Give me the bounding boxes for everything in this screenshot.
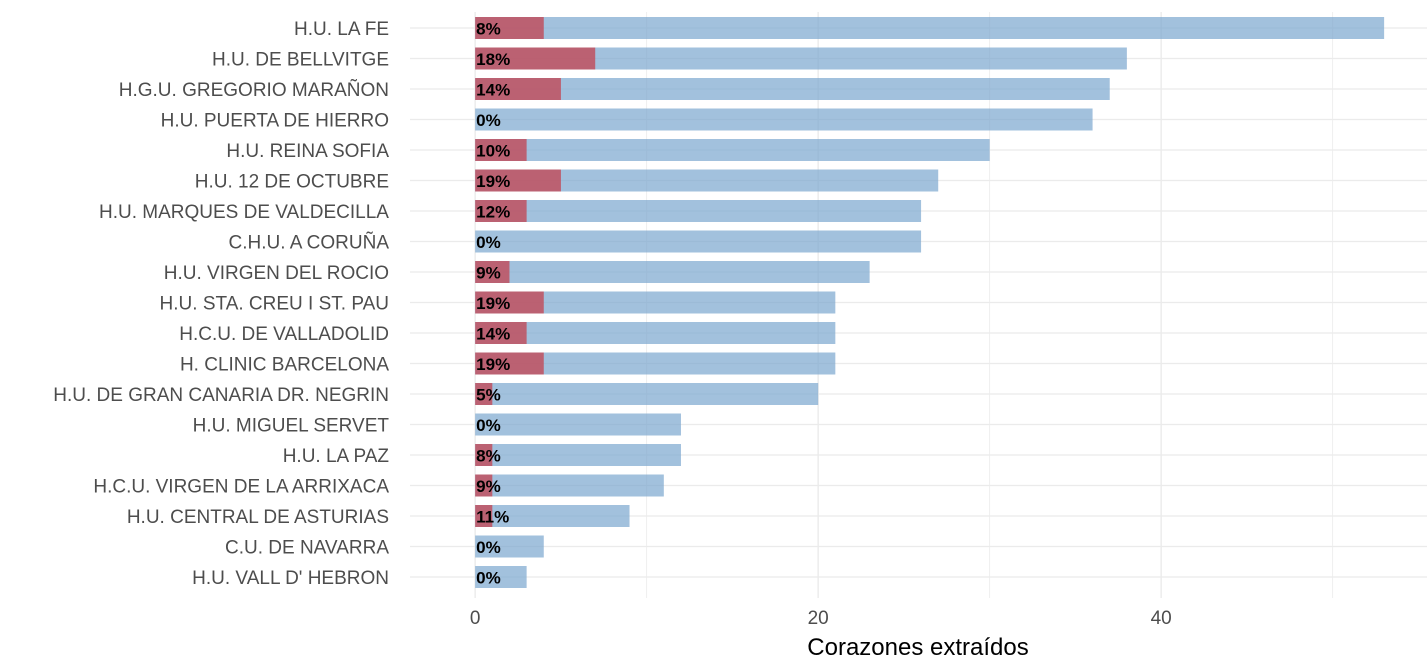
percent-label: 9%: [476, 264, 501, 283]
category-label: H.C.U. DE VALLADOLID: [179, 324, 389, 345]
category-label: H.U. MIGUEL SERVET: [193, 416, 390, 437]
x-axis-ticks: 0 20 40: [470, 608, 1172, 629]
bar-extracted: [475, 474, 493, 497]
bar-total: [475, 413, 681, 436]
category-label: C.H.U. A CORUÑA: [229, 232, 390, 254]
bar-total: [475, 535, 544, 558]
category-label: H.C.U. VIRGEN DE LA ARRIXACA: [93, 477, 389, 498]
percent-label: 11%: [476, 508, 509, 527]
percent-label: 5%: [476, 386, 501, 405]
category-label: C.U. DE NAVARRA: [225, 538, 389, 559]
bar-total: [475, 383, 819, 405]
percent-label: 14%: [476, 81, 510, 100]
category-label: H.U. DE BELLVITGE: [212, 50, 389, 71]
bars: [475, 17, 1385, 588]
bar-total: [475, 169, 939, 192]
bar-total: [475, 322, 836, 344]
percent-label: 8%: [476, 447, 501, 466]
x-axis-title: Corazones extraídos: [807, 634, 1028, 660]
percent-label: 8%: [476, 20, 501, 39]
percent-label: 0%: [476, 538, 501, 557]
percent-label: 0%: [476, 569, 501, 588]
category-label: H.G.U. GREGORIO MARAÑON: [119, 79, 389, 101]
bar-extracted: [475, 322, 527, 344]
bar-extracted: [475, 505, 493, 527]
bar-extracted: [475, 47, 596, 70]
percent-label: 9%: [476, 477, 501, 496]
y-axis-labels: H.U. LA FE H.U. DE BELLVITGE H.G.U. GREGOR…: [53, 19, 389, 589]
x-tick-label: 20: [808, 608, 829, 629]
percent-label: 12%: [476, 203, 510, 222]
percent-label: 0%: [476, 233, 501, 252]
bar-total: [475, 47, 1127, 70]
category-label: H.U. MARQUES DE VALDECILLA: [99, 202, 389, 223]
bar-extracted: [475, 383, 493, 405]
percent-label: 19%: [476, 172, 510, 191]
x-tick-label: 0: [470, 608, 481, 629]
category-label: H.U. VALL D' HEBRON: [192, 568, 389, 589]
bar-extracted: [475, 444, 493, 466]
category-label: H.U. 12 DE OCTUBRE: [195, 172, 389, 193]
bar-extracted: [475, 200, 527, 222]
category-label: H.U. PUERTA DE HIERRO: [161, 111, 389, 132]
bar-total: [475, 230, 922, 253]
bar-extracted: [475, 17, 544, 39]
bar-total: [475, 352, 836, 375]
bar-extracted: [475, 78, 561, 100]
bar-extracted: [475, 291, 544, 314]
percent-label: 18%: [476, 50, 510, 69]
percent-label: 0%: [476, 416, 501, 435]
category-label: H.U. VIRGEN DEL ROCIO: [164, 263, 389, 284]
bar-extracted: [475, 169, 561, 192]
percent-label: 0%: [476, 111, 501, 130]
bar-extracted: [475, 261, 510, 283]
bar-total: [475, 566, 527, 588]
category-label: H.U. LA FE: [294, 19, 389, 40]
bar-total: [475, 200, 922, 222]
bar-total: [475, 474, 664, 497]
data-labels: 8% 18% 14% 0% 10% 19% 12% 0% 9% 19% 14% 19% 5% 0% 8% 9%…: [476, 20, 510, 588]
percent-label: 14%: [476, 325, 510, 344]
category-label: H.U. REINA SOFIA: [226, 141, 389, 162]
percent-label: 10%: [476, 142, 510, 161]
bar-total: [475, 139, 990, 161]
category-label: H.U. LA PAZ: [283, 446, 390, 467]
bar-total: [475, 78, 1110, 100]
percent-label: 19%: [476, 355, 510, 374]
bar-extracted: [475, 139, 527, 161]
bar-total: [475, 291, 836, 314]
category-label: H.U. STA. CREU I ST. PAU: [160, 294, 389, 315]
percent-label: 19%: [476, 294, 510, 313]
bar-total: [475, 108, 1093, 131]
category-label: H. CLINIC BARCELONA: [180, 355, 389, 376]
bar-total: [475, 261, 870, 283]
bar-total: [475, 505, 630, 527]
bar-extracted: [475, 352, 544, 375]
x-tick-label: 40: [1151, 608, 1172, 629]
category-label: H.U. CENTRAL DE ASTURIAS: [127, 507, 389, 528]
bar-total: [475, 17, 1385, 39]
bar-total: [475, 444, 681, 466]
category-label: H.U. DE GRAN CANARIA DR. NEGRIN: [53, 385, 389, 406]
